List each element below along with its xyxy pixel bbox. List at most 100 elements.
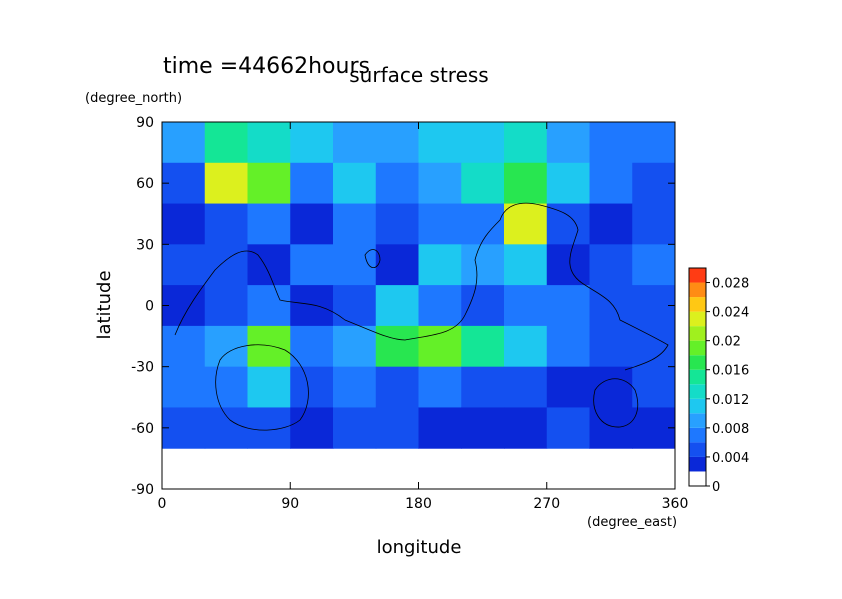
cell — [632, 366, 676, 408]
y-tick-label: 60 — [136, 176, 154, 192]
cell — [546, 244, 590, 286]
colorbar-bin — [689, 282, 706, 298]
y-tick-label: 90 — [136, 115, 154, 131]
cell — [546, 366, 590, 408]
y-tick-label: 30 — [136, 237, 154, 253]
cell — [546, 162, 590, 205]
y-tick-label: -90 — [131, 482, 154, 498]
colorbar-tick-label: 0 — [712, 480, 720, 495]
field — [162, 122, 676, 449]
cell — [632, 325, 676, 368]
cell — [247, 366, 291, 408]
cell — [162, 285, 206, 327]
cell — [162, 203, 206, 245]
cell — [247, 203, 291, 245]
x-tick-label: 270 — [533, 496, 560, 512]
cell — [589, 122, 633, 164]
cell — [162, 407, 206, 449]
cell — [632, 122, 676, 164]
colorbar-bin — [689, 442, 706, 457]
cell — [290, 162, 334, 205]
cell — [333, 325, 377, 368]
cell — [333, 162, 377, 205]
cell — [589, 285, 633, 327]
cell — [162, 162, 206, 205]
cell — [546, 407, 590, 449]
cell — [290, 203, 334, 245]
cell — [504, 366, 548, 408]
cell — [461, 244, 505, 286]
cell — [418, 122, 462, 164]
cell — [204, 162, 248, 205]
cell — [504, 122, 548, 164]
x-axis-label: longitude — [377, 537, 462, 558]
cell — [204, 366, 248, 408]
cell — [375, 122, 419, 164]
cell — [461, 203, 505, 245]
cell — [546, 122, 590, 164]
cell — [204, 407, 248, 449]
cell — [375, 244, 419, 286]
cell — [504, 203, 548, 245]
cell — [461, 407, 505, 449]
coastlines — [174, 202, 669, 431]
cell — [375, 162, 419, 205]
cell — [162, 366, 206, 408]
cell — [204, 122, 248, 164]
cell — [418, 325, 462, 368]
cell — [375, 203, 419, 245]
cell — [461, 366, 505, 408]
cell — [504, 244, 548, 286]
cell — [333, 366, 377, 408]
colorbar-bin — [689, 384, 706, 399]
cell — [375, 366, 419, 408]
colorbar-tick-label: 0.016 — [712, 364, 749, 379]
cell — [290, 366, 334, 408]
cell — [589, 366, 633, 408]
cell — [504, 407, 548, 449]
y-tick-label: 0 — [145, 299, 154, 315]
cell — [375, 325, 419, 368]
cell — [290, 122, 334, 164]
y-axis-label: latitude — [94, 270, 115, 339]
x-tick-label: 180 — [405, 496, 432, 512]
cell — [589, 203, 633, 245]
colorbar-bin — [689, 297, 706, 312]
cell — [418, 162, 462, 205]
cell — [247, 325, 291, 368]
cell — [162, 122, 206, 164]
cell — [333, 285, 377, 327]
cell — [290, 325, 334, 368]
cell — [461, 285, 505, 327]
colorbar-frame — [688, 267, 707, 487]
cell — [418, 366, 462, 408]
cell — [247, 244, 291, 286]
cell — [589, 162, 633, 205]
cell — [247, 285, 291, 327]
colorbar-tick-label: 0.02 — [712, 335, 741, 350]
cell — [162, 244, 206, 286]
colorbar-tick-label: 0.024 — [712, 306, 749, 321]
cell — [333, 203, 377, 245]
cell — [290, 285, 334, 327]
colorbar-tick-label: 0.008 — [712, 422, 749, 437]
colorbar-tick-label: 0.028 — [712, 277, 749, 292]
colorbar-tick-label: 0.004 — [712, 451, 749, 466]
cell — [375, 285, 419, 327]
cell — [632, 203, 676, 245]
colorbar-bin — [689, 355, 706, 370]
cell — [290, 244, 334, 286]
cell — [333, 122, 377, 164]
x-tick-label: 360 — [662, 496, 689, 512]
cell — [204, 244, 248, 286]
cell — [418, 285, 462, 327]
cell — [589, 325, 633, 368]
cell — [461, 122, 505, 164]
cell — [290, 407, 334, 449]
cell — [589, 244, 633, 286]
y-unit: (degree_north) — [85, 91, 182, 106]
colorbar-tick-label: 0.012 — [712, 393, 749, 408]
x-unit: (degree_east) — [587, 515, 677, 530]
